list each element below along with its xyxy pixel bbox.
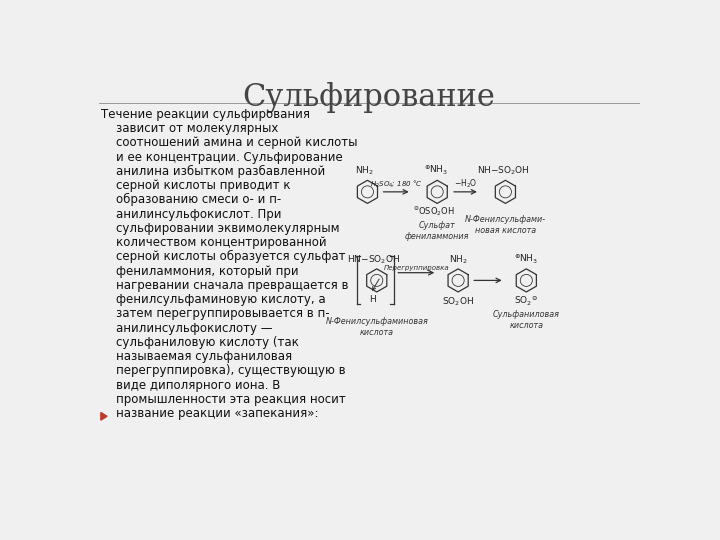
Text: Сульфат
фениламмония: Сульфат фениламмония	[405, 221, 469, 241]
Text: название реакции «запекания»:: название реакции «запекания»:	[101, 407, 318, 420]
Text: виде диполярного иона. В: виде диполярного иона. В	[101, 379, 280, 392]
Text: NH$-$SO$_2$OH: NH$-$SO$_2$OH	[477, 165, 530, 177]
Text: $^{\oplus}$NH$_3$: $^{\oplus}$NH$_3$	[514, 253, 539, 266]
Text: H$_2$SO$_4$; 180 °C: H$_2$SO$_4$; 180 °C	[370, 178, 423, 190]
Text: SO$_2$OH: SO$_2$OH	[442, 295, 474, 308]
Text: серной кислоты образуется сульфат: серной кислоты образуется сульфат	[101, 251, 346, 264]
Text: Перегруппировка: Перегруппировка	[384, 265, 449, 271]
Text: фенилсульфаминовую кислоту, а: фенилсульфаминовую кислоту, а	[101, 293, 325, 306]
Text: N-Фенилсульфами-
новая кислота: N-Фенилсульфами- новая кислота	[465, 215, 546, 235]
Text: Течение реакции сульфирования: Течение реакции сульфирования	[101, 108, 310, 121]
Text: $^{\oplus}$NH$_3$: $^{\oplus}$NH$_3$	[424, 164, 449, 177]
Text: зависит от молекулярных: зависит от молекулярных	[101, 122, 278, 135]
Text: анилинсульфокислот. При: анилинсульфокислот. При	[101, 208, 282, 221]
Polygon shape	[101, 413, 107, 420]
Text: перегруппировка), существующую в: перегруппировка), существующую в	[101, 364, 346, 377]
Text: количеством концентрированной: количеством концентрированной	[101, 236, 326, 249]
Text: сульфаниловую кислоту (так: сульфаниловую кислоту (так	[101, 336, 299, 349]
Text: анилина избытком разбавленной: анилина избытком разбавленной	[101, 165, 325, 178]
Text: нагревании сначала превращается в: нагревании сначала превращается в	[101, 279, 348, 292]
Text: фениламмония, который при: фениламмония, который при	[101, 265, 299, 278]
Text: промышленности эта реакция носит: промышленности эта реакция носит	[101, 393, 346, 406]
Text: HN$-$SO$_2$OH: HN$-$SO$_2$OH	[347, 253, 400, 266]
Text: Сульфаниловая
кислота: Сульфаниловая кислота	[492, 309, 560, 330]
Text: называемая сульфаниловая: называемая сульфаниловая	[101, 350, 292, 363]
Text: образованию смеси о- и п-: образованию смеси о- и п-	[101, 193, 281, 206]
Text: Сульфирование: Сульфирование	[243, 82, 495, 113]
Text: $-$H$_2$O: $-$H$_2$O	[454, 177, 477, 190]
Text: H: H	[369, 295, 375, 304]
Text: затем перегруппировывается в п-: затем перегруппировывается в п-	[101, 307, 330, 320]
Text: N-Фенилсульфаминовая
кислота: N-Фенилсульфаминовая кислота	[325, 318, 428, 338]
Text: серной кислоты приводит к: серной кислоты приводит к	[101, 179, 290, 192]
Text: SO$_2$$^{\ominus}$: SO$_2$$^{\ominus}$	[514, 295, 539, 308]
Text: NH$_2$: NH$_2$	[355, 165, 374, 177]
Text: сульфировании эквимолекулярным: сульфировании эквимолекулярным	[101, 222, 339, 235]
Text: и ее концентрации. Сульфирование: и ее концентрации. Сульфирование	[101, 151, 343, 164]
Text: $^{\ominus}$OSO$_2$OH: $^{\ominus}$OSO$_2$OH	[413, 206, 455, 219]
Text: NH$_2$: NH$_2$	[449, 253, 467, 266]
Text: соотношений амина и серной кислоты: соотношений амина и серной кислоты	[101, 137, 357, 150]
Text: анилинсульфокислоту —: анилинсульфокислоту —	[101, 322, 272, 335]
